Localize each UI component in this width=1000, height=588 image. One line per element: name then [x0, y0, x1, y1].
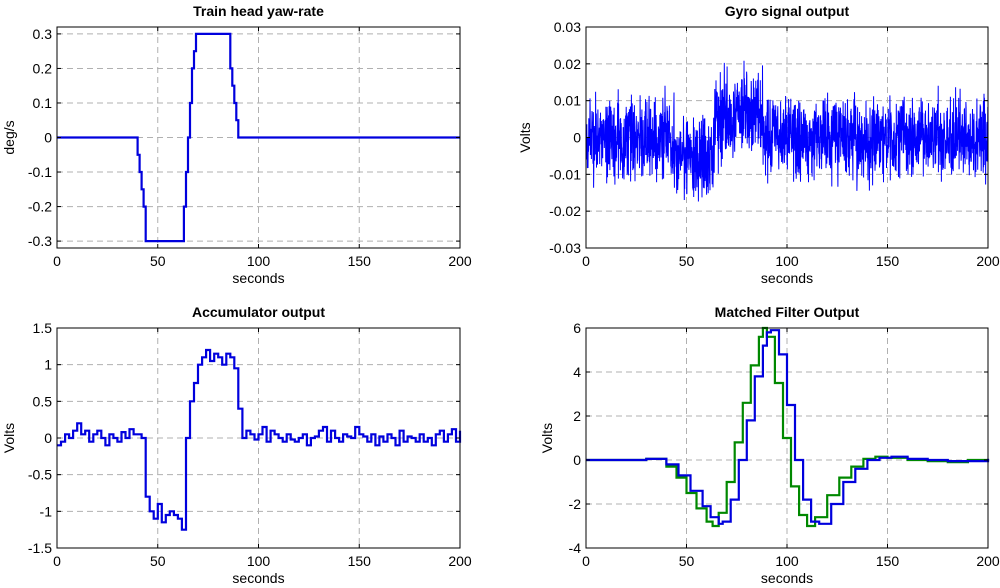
y-tick-label: -0.02 [549, 203, 581, 219]
x-tick-label: 0 [582, 553, 590, 569]
x-tick-label: 100 [247, 253, 271, 269]
y-tick-label: -1 [40, 503, 53, 519]
x-tick-label: 150 [876, 553, 900, 569]
y-axis-label: Volts [517, 122, 533, 152]
x-tick-label: 0 [53, 553, 61, 569]
y-tick-label: 1 [44, 357, 52, 373]
y-tick-label: 2 [573, 408, 581, 424]
x-tick-label: 50 [150, 553, 166, 569]
y-tick-label: -0.03 [549, 240, 581, 256]
y-tick-label: 0.5 [33, 393, 53, 409]
chart-panel-1: 0 50 100 150 200 -0.3 -0.2 -0.1 0 0.1 0.2 0.3 Train … [1, 3, 472, 286]
y-tick-label: -0.5 [28, 467, 52, 483]
y-tick-label: 0 [44, 430, 52, 446]
x-tick-label: 50 [679, 253, 695, 269]
x-axis-label: seconds [232, 270, 284, 286]
y-tick-label: -2 [569, 496, 582, 512]
chart-panel-2: 0 50 100 150 200 -0.03 -0.02 -0.01 0 0.01 0.02 0.03… [517, 3, 1000, 286]
y-axis-label: Volts [539, 423, 555, 453]
y-tick-label: 0.02 [554, 56, 581, 72]
chart-title: Train head yaw-rate [193, 3, 324, 19]
x-tick-label: 100 [775, 253, 799, 269]
x-tick-label: 100 [775, 553, 799, 569]
y-tick-label: 4 [573, 364, 581, 380]
y-tick-label: -0.1 [28, 164, 52, 180]
x-tick-label: 50 [150, 253, 166, 269]
y-tick-label: -0.3 [28, 233, 52, 249]
y-tick-label: 0.03 [554, 19, 581, 35]
series-line-1 [57, 348, 462, 531]
y-tick-label: -1.5 [28, 540, 52, 556]
y-tick-label: 0.1 [33, 95, 53, 111]
y-tick-label: 6 [573, 320, 581, 336]
x-tick-label: 200 [976, 553, 1000, 569]
y-axis-label: Volts [1, 423, 17, 453]
x-tick-label: 200 [448, 553, 472, 569]
y-tick-label: -0.01 [549, 166, 581, 182]
series-line-2 [586, 329, 990, 525]
x-tick-label: 50 [679, 553, 695, 569]
y-tick-label: 0 [44, 130, 52, 146]
chart-title: Accumulator output [192, 304, 325, 320]
x-tick-label: 200 [976, 253, 1000, 269]
x-tick-label: 150 [348, 553, 372, 569]
y-axis-label: deg/s [1, 120, 17, 154]
chart-panel-3: 0 50 100 150 200 -1.5 -1 -0.5 0 0.5 1 1.5 Accumulato… [1, 304, 472, 586]
y-tick-label: 1.5 [33, 320, 53, 336]
y-tick-label: -4 [569, 540, 582, 556]
y-tick-label: 0 [573, 130, 581, 146]
chart-panel-4: 0 50 100 150 200 -4 -2 0 2 4 6 Matched Filter Outpu… [539, 304, 1000, 586]
y-tick-label: 0.01 [554, 93, 581, 109]
x-tick-label: 200 [448, 253, 472, 269]
x-tick-label: 0 [582, 253, 590, 269]
y-tick-label: 0.3 [33, 26, 53, 42]
y-tick-label: 0 [573, 452, 581, 468]
x-tick-label: 150 [876, 253, 900, 269]
y-tick-label: 0.2 [33, 60, 53, 76]
series-line-1 [585, 60, 989, 202]
x-tick-label: 150 [348, 253, 372, 269]
series-line-1 [57, 32, 460, 243]
x-axis-label: seconds [761, 270, 813, 286]
x-tick-label: 0 [53, 253, 61, 269]
x-tick-label: 100 [247, 553, 271, 569]
x-axis-label: seconds [761, 570, 813, 586]
chart-title: Gyro signal output [725, 3, 850, 19]
chart-title: Matched Filter Output [715, 304, 860, 320]
x-axis-label: seconds [232, 570, 284, 586]
y-tick-label: -0.2 [28, 199, 52, 215]
